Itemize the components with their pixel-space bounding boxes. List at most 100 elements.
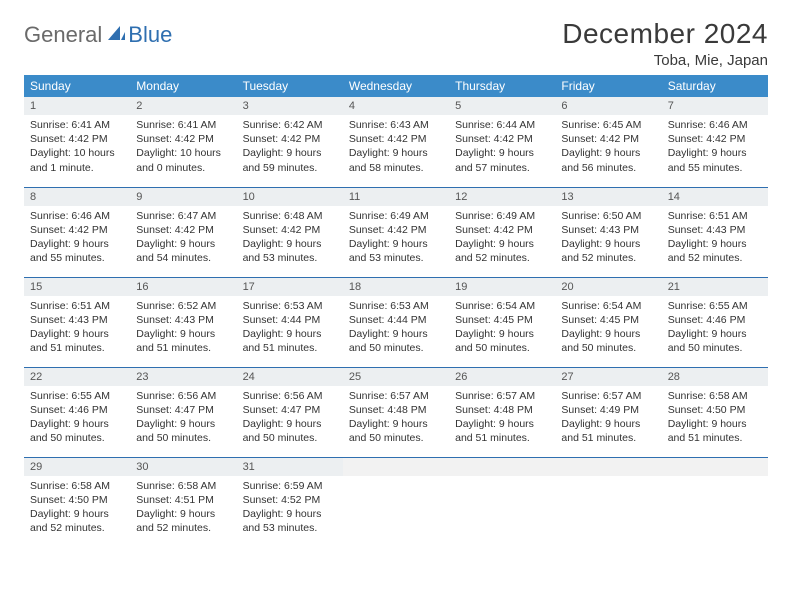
calendar-row: 29Sunrise: 6:58 AMSunset: 4:50 PMDayligh… [24, 457, 768, 547]
calendar-cell: 23Sunrise: 6:56 AMSunset: 4:47 PMDayligh… [130, 367, 236, 457]
day-details: Sunrise: 6:45 AMSunset: 4:42 PMDaylight:… [555, 115, 661, 181]
day-number: 23 [130, 368, 236, 386]
calendar-cell: 13Sunrise: 6:50 AMSunset: 4:43 PMDayligh… [555, 187, 661, 277]
day-details: Sunrise: 6:50 AMSunset: 4:43 PMDaylight:… [555, 206, 661, 272]
calendar-cell: 30Sunrise: 6:58 AMSunset: 4:51 PMDayligh… [130, 457, 236, 547]
day-details: Sunrise: 6:54 AMSunset: 4:45 PMDaylight:… [449, 296, 555, 362]
day-number: 24 [237, 368, 343, 386]
calendar-cell: 25Sunrise: 6:57 AMSunset: 4:48 PMDayligh… [343, 367, 449, 457]
day-number: 4 [343, 97, 449, 115]
day-details: Sunrise: 6:59 AMSunset: 4:52 PMDaylight:… [237, 476, 343, 542]
calendar-cell: 2Sunrise: 6:41 AMSunset: 4:42 PMDaylight… [130, 97, 236, 187]
day-number-empty [449, 458, 555, 476]
calendar-cell: 27Sunrise: 6:57 AMSunset: 4:49 PMDayligh… [555, 367, 661, 457]
day-details: Sunrise: 6:41 AMSunset: 4:42 PMDaylight:… [24, 115, 130, 181]
calendar-cell: 26Sunrise: 6:57 AMSunset: 4:48 PMDayligh… [449, 367, 555, 457]
day-details: Sunrise: 6:41 AMSunset: 4:42 PMDaylight:… [130, 115, 236, 181]
day-number: 29 [24, 458, 130, 476]
calendar-cell: 10Sunrise: 6:48 AMSunset: 4:42 PMDayligh… [237, 187, 343, 277]
weekday-header: Saturday [662, 75, 768, 97]
calendar-cell: 19Sunrise: 6:54 AMSunset: 4:45 PMDayligh… [449, 277, 555, 367]
calendar-cell: 29Sunrise: 6:58 AMSunset: 4:50 PMDayligh… [24, 457, 130, 547]
day-number: 7 [662, 97, 768, 115]
day-details: Sunrise: 6:53 AMSunset: 4:44 PMDaylight:… [237, 296, 343, 362]
day-details: Sunrise: 6:42 AMSunset: 4:42 PMDaylight:… [237, 115, 343, 181]
calendar-cell: 4Sunrise: 6:43 AMSunset: 4:42 PMDaylight… [343, 97, 449, 187]
calendar-cell: 20Sunrise: 6:54 AMSunset: 4:45 PMDayligh… [555, 277, 661, 367]
title-block: December 2024 Toba, Mie, Japan [562, 18, 768, 69]
day-number: 8 [24, 188, 130, 206]
day-number: 6 [555, 97, 661, 115]
day-details: Sunrise: 6:49 AMSunset: 4:42 PMDaylight:… [449, 206, 555, 272]
calendar-cell: 18Sunrise: 6:53 AMSunset: 4:44 PMDayligh… [343, 277, 449, 367]
weekday-header: Sunday [24, 75, 130, 97]
calendar-cell: 21Sunrise: 6:55 AMSunset: 4:46 PMDayligh… [662, 277, 768, 367]
calendar-cell [343, 457, 449, 547]
calendar-cell: 15Sunrise: 6:51 AMSunset: 4:43 PMDayligh… [24, 277, 130, 367]
day-number: 1 [24, 97, 130, 115]
day-number: 28 [662, 368, 768, 386]
calendar-cell [662, 457, 768, 547]
day-number: 12 [449, 188, 555, 206]
day-number: 5 [449, 97, 555, 115]
day-number: 2 [130, 97, 236, 115]
day-number: 3 [237, 97, 343, 115]
day-details: Sunrise: 6:58 AMSunset: 4:51 PMDaylight:… [130, 476, 236, 542]
weekday-header: Wednesday [343, 75, 449, 97]
calendar-cell: 5Sunrise: 6:44 AMSunset: 4:42 PMDaylight… [449, 97, 555, 187]
day-number: 27 [555, 368, 661, 386]
page-header: General Blue December 2024 Toba, Mie, Ja… [24, 18, 768, 69]
weekday-header: Tuesday [237, 75, 343, 97]
day-number-empty [555, 458, 661, 476]
calendar-row: 8Sunrise: 6:46 AMSunset: 4:42 PMDaylight… [24, 187, 768, 277]
day-details: Sunrise: 6:51 AMSunset: 4:43 PMDaylight:… [24, 296, 130, 362]
day-number: 11 [343, 188, 449, 206]
day-number: 22 [24, 368, 130, 386]
day-details: Sunrise: 6:57 AMSunset: 4:48 PMDaylight:… [343, 386, 449, 452]
day-details: Sunrise: 6:56 AMSunset: 4:47 PMDaylight:… [130, 386, 236, 452]
calendar-cell: 3Sunrise: 6:42 AMSunset: 4:42 PMDaylight… [237, 97, 343, 187]
weekday-header: Friday [555, 75, 661, 97]
calendar-cell: 1Sunrise: 6:41 AMSunset: 4:42 PMDaylight… [24, 97, 130, 187]
calendar-cell: 11Sunrise: 6:49 AMSunset: 4:42 PMDayligh… [343, 187, 449, 277]
day-number: 14 [662, 188, 768, 206]
day-number: 13 [555, 188, 661, 206]
calendar-cell [555, 457, 661, 547]
logo-text-blue: Blue [128, 22, 172, 48]
day-details: Sunrise: 6:57 AMSunset: 4:49 PMDaylight:… [555, 386, 661, 452]
day-details: Sunrise: 6:54 AMSunset: 4:45 PMDaylight:… [555, 296, 661, 362]
calendar-cell: 17Sunrise: 6:53 AMSunset: 4:44 PMDayligh… [237, 277, 343, 367]
day-number: 16 [130, 278, 236, 296]
day-number: 17 [237, 278, 343, 296]
day-details: Sunrise: 6:43 AMSunset: 4:42 PMDaylight:… [343, 115, 449, 181]
calendar-cell [449, 457, 555, 547]
day-details: Sunrise: 6:57 AMSunset: 4:48 PMDaylight:… [449, 386, 555, 452]
calendar-body: 1Sunrise: 6:41 AMSunset: 4:42 PMDaylight… [24, 97, 768, 547]
calendar-cell: 7Sunrise: 6:46 AMSunset: 4:42 PMDaylight… [662, 97, 768, 187]
weekday-header: Thursday [449, 75, 555, 97]
day-number-empty [343, 458, 449, 476]
calendar-row: 15Sunrise: 6:51 AMSunset: 4:43 PMDayligh… [24, 277, 768, 367]
month-title: December 2024 [562, 18, 768, 50]
calendar-cell: 8Sunrise: 6:46 AMSunset: 4:42 PMDaylight… [24, 187, 130, 277]
calendar-row: 1Sunrise: 6:41 AMSunset: 4:42 PMDaylight… [24, 97, 768, 187]
day-number: 19 [449, 278, 555, 296]
calendar-weekday-header: SundayMondayTuesdayWednesdayThursdayFrid… [24, 75, 768, 97]
calendar-cell: 6Sunrise: 6:45 AMSunset: 4:42 PMDaylight… [555, 97, 661, 187]
day-details: Sunrise: 6:55 AMSunset: 4:46 PMDaylight:… [662, 296, 768, 362]
day-number: 31 [237, 458, 343, 476]
day-details: Sunrise: 6:47 AMSunset: 4:42 PMDaylight:… [130, 206, 236, 272]
calendar-cell: 16Sunrise: 6:52 AMSunset: 4:43 PMDayligh… [130, 277, 236, 367]
day-number: 10 [237, 188, 343, 206]
day-number: 18 [343, 278, 449, 296]
day-details: Sunrise: 6:46 AMSunset: 4:42 PMDaylight:… [662, 115, 768, 181]
calendar-cell: 12Sunrise: 6:49 AMSunset: 4:42 PMDayligh… [449, 187, 555, 277]
day-number: 20 [555, 278, 661, 296]
day-details: Sunrise: 6:56 AMSunset: 4:47 PMDaylight:… [237, 386, 343, 452]
day-details: Sunrise: 6:52 AMSunset: 4:43 PMDaylight:… [130, 296, 236, 362]
day-number: 9 [130, 188, 236, 206]
day-details: Sunrise: 6:58 AMSunset: 4:50 PMDaylight:… [24, 476, 130, 542]
calendar-cell: 14Sunrise: 6:51 AMSunset: 4:43 PMDayligh… [662, 187, 768, 277]
calendar-cell: 9Sunrise: 6:47 AMSunset: 4:42 PMDaylight… [130, 187, 236, 277]
calendar-cell: 24Sunrise: 6:56 AMSunset: 4:47 PMDayligh… [237, 367, 343, 457]
